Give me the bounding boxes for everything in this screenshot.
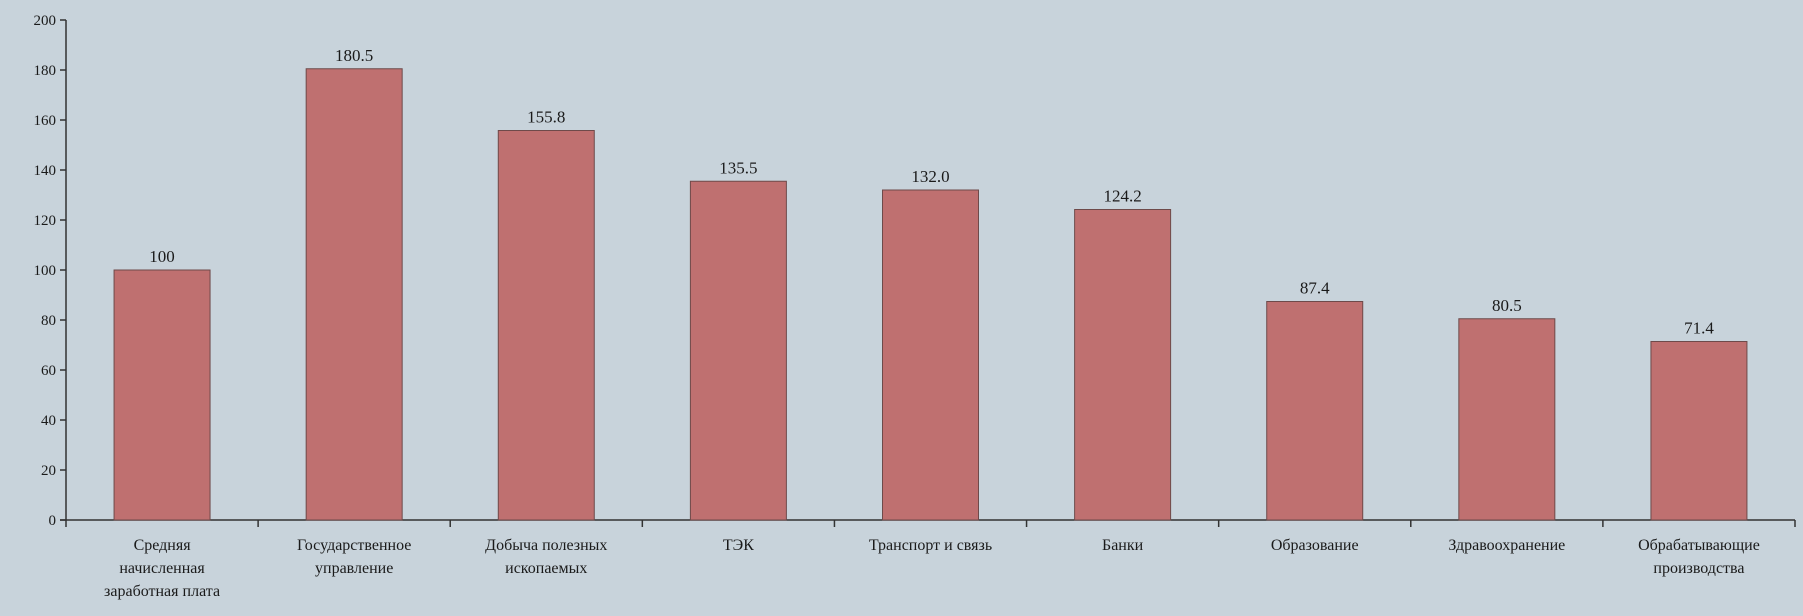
data-label: 135.5 — [719, 158, 757, 177]
category-label: Государственное управление — [297, 537, 411, 577]
category-label-line: Транспорт и связь — [869, 537, 992, 554]
category-label-line: Здравоохранение — [1448, 537, 1565, 554]
category-label: Средняя начисленная заработная плата — [104, 537, 220, 600]
data-label: 132.0 — [911, 167, 949, 186]
bar — [113, 269, 211, 521]
bar — [1458, 318, 1556, 521]
data-label: 155.8 — [527, 108, 565, 127]
category-label: Обрабатывающие производства — [1638, 537, 1760, 577]
data-label: 87.4 — [1300, 279, 1330, 298]
category-label-line: Государственное — [297, 537, 411, 554]
category-label: Добыча полезных ископаемых — [485, 537, 607, 577]
y-tick-label: 80 — [41, 313, 56, 329]
category-label-line: Средняя — [134, 537, 192, 554]
category-label-line: заработная плата — [104, 583, 220, 600]
bar — [305, 68, 403, 521]
category-label-line: ископаемых — [505, 560, 587, 577]
y-tick-label: 60 — [41, 363, 56, 379]
category-label-line: Банки — [1102, 537, 1144, 554]
bar — [1266, 301, 1364, 521]
data-label: 180.5 — [335, 46, 373, 65]
y-tick-label: 100 — [34, 263, 57, 279]
category-label-line: управление — [315, 560, 393, 577]
y-tick-label: 180 — [34, 63, 57, 79]
y-tick-label: 140 — [34, 163, 57, 179]
category-label-line: Образование — [1271, 537, 1359, 554]
category-label: Банки — [1102, 537, 1144, 554]
category-label-line: начисленная — [119, 560, 205, 577]
y-tick-label: 0 — [49, 513, 57, 529]
y-tick-label: 20 — [41, 463, 56, 479]
category-label-line: производства — [1653, 560, 1744, 577]
y-tick-label: 160 — [34, 113, 57, 129]
data-label: 100 — [149, 247, 175, 266]
bar — [689, 180, 787, 521]
bar — [497, 130, 595, 521]
y-tick-label: 40 — [41, 413, 56, 429]
bar — [1074, 209, 1172, 521]
category-label: Здравоохранение — [1448, 537, 1565, 554]
category-label: ТЭК — [723, 537, 754, 554]
data-label: 71.4 — [1684, 319, 1714, 338]
y-tick-label: 120 — [34, 213, 57, 229]
category-label-line: Добыча полезных — [485, 537, 607, 554]
category-label-line: Обрабатывающие — [1638, 537, 1760, 554]
y-tick-label: 200 — [34, 13, 57, 29]
category-label: Образование — [1271, 537, 1359, 554]
data-label: 124.2 — [1103, 187, 1141, 206]
bar — [1650, 341, 1748, 521]
data-label: 80.5 — [1492, 296, 1522, 315]
category-label-line: ТЭК — [723, 537, 754, 554]
bar — [882, 189, 979, 521]
category-label: Транспорт и связь — [869, 537, 992, 554]
